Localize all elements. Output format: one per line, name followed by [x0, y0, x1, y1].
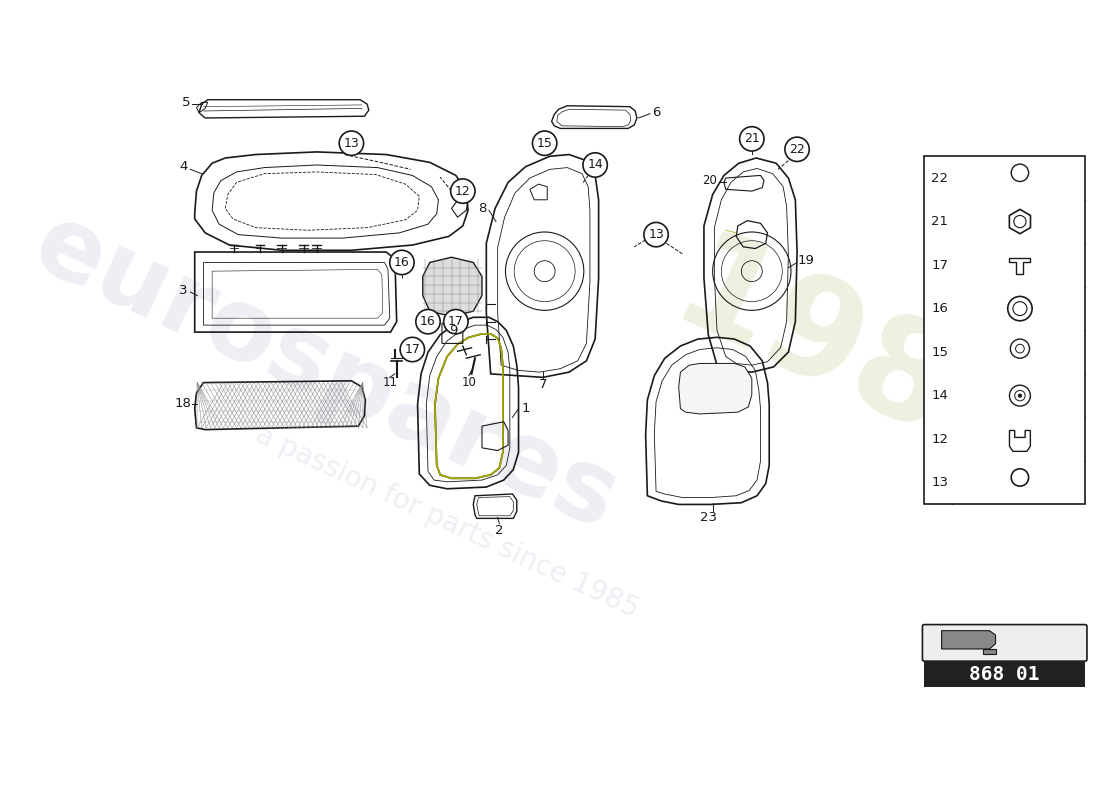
Text: 4: 4 — [179, 160, 188, 174]
Circle shape — [583, 153, 607, 177]
Circle shape — [389, 250, 414, 274]
Circle shape — [785, 137, 810, 162]
Text: 17: 17 — [448, 315, 464, 328]
Text: 13: 13 — [343, 137, 360, 150]
Circle shape — [451, 179, 475, 203]
Text: 22: 22 — [932, 171, 948, 185]
Circle shape — [400, 338, 425, 362]
Text: 1985: 1985 — [652, 222, 1060, 508]
Text: 3: 3 — [179, 284, 188, 297]
Text: 12: 12 — [455, 185, 471, 198]
Text: 15: 15 — [932, 346, 948, 358]
Circle shape — [339, 131, 364, 155]
Bar — [924, 156, 1086, 505]
Text: 23: 23 — [700, 511, 717, 524]
Text: 13: 13 — [648, 228, 664, 241]
Text: eurospares: eurospares — [19, 196, 632, 551]
Text: a passion for parts since 1985: a passion for parts since 1985 — [251, 421, 644, 623]
Text: 19: 19 — [798, 254, 814, 267]
Circle shape — [532, 131, 557, 155]
Text: 7: 7 — [539, 378, 547, 391]
Text: 5: 5 — [182, 96, 190, 109]
Text: 17: 17 — [405, 343, 420, 356]
Polygon shape — [942, 630, 996, 649]
Text: 16: 16 — [420, 315, 436, 328]
Text: 21: 21 — [932, 215, 948, 228]
Text: 20: 20 — [703, 174, 717, 187]
Circle shape — [739, 126, 764, 151]
Polygon shape — [422, 258, 482, 317]
Text: 9: 9 — [449, 324, 458, 337]
FancyBboxPatch shape — [923, 625, 1087, 661]
Text: 10: 10 — [462, 376, 476, 389]
Circle shape — [416, 310, 440, 334]
Text: 18: 18 — [175, 397, 191, 410]
Circle shape — [1019, 394, 1022, 398]
Polygon shape — [983, 649, 996, 654]
Text: 14: 14 — [932, 389, 948, 402]
Text: 21: 21 — [744, 132, 760, 146]
Text: 12: 12 — [932, 433, 948, 446]
Text: 8: 8 — [477, 202, 486, 215]
Text: 22: 22 — [789, 143, 805, 156]
Text: 1: 1 — [521, 402, 530, 415]
Text: 16: 16 — [394, 256, 410, 269]
Circle shape — [443, 310, 468, 334]
Bar — [924, 661, 1086, 687]
Text: 13: 13 — [932, 476, 948, 489]
Polygon shape — [679, 363, 751, 414]
Text: 11: 11 — [382, 376, 397, 389]
Text: 15: 15 — [537, 137, 552, 150]
Text: 2: 2 — [495, 524, 504, 537]
Circle shape — [644, 222, 669, 246]
Text: 6: 6 — [652, 106, 660, 119]
Text: 17: 17 — [932, 258, 948, 271]
Text: 16: 16 — [932, 302, 948, 315]
Text: 868 01: 868 01 — [969, 665, 1040, 684]
Text: 14: 14 — [587, 158, 603, 171]
